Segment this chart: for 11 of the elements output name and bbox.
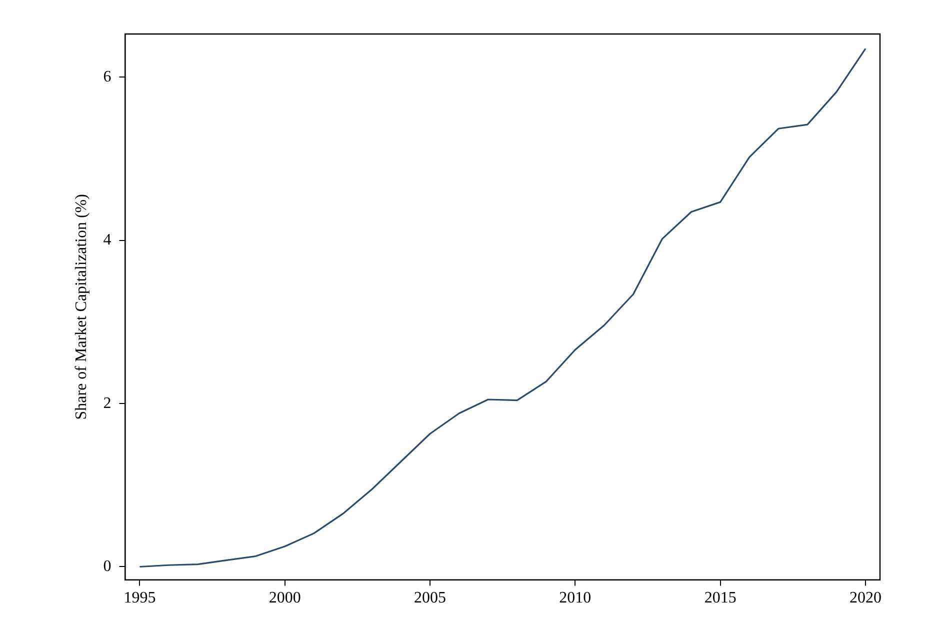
x-tick-label: 2010: [559, 590, 592, 607]
y-tick-label: 6: [103, 68, 112, 86]
y-tick-label: 2: [103, 394, 112, 412]
x-tick-label: 2005: [414, 590, 446, 607]
x-tick-label: 2000: [268, 590, 301, 607]
x-tick-label: 2020: [849, 590, 882, 607]
y-tick-label: 4: [103, 232, 112, 249]
x-tick-label: 2015: [704, 590, 736, 607]
y-tick-label: 0: [103, 558, 112, 575]
x-tick-label: 1995: [124, 590, 156, 607]
y-axis-title: Share of Market Capitalization (%): [72, 194, 90, 420]
